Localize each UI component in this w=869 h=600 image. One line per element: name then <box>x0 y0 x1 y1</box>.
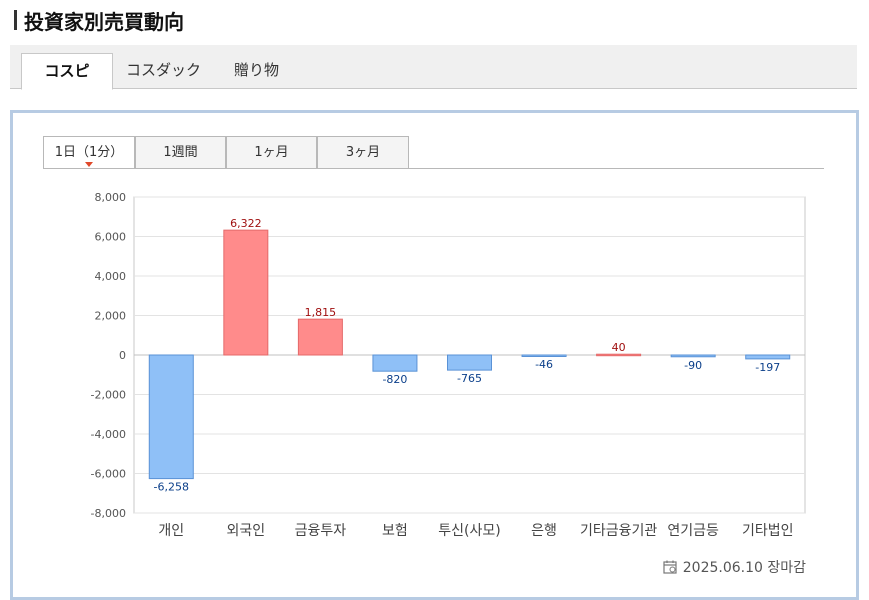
x-tick-label: 은행 <box>531 523 557 539</box>
x-tick-label: 보험 <box>382 523 408 539</box>
calendar-icon <box>663 560 677 574</box>
bar-value-label: 40 <box>612 341 626 354</box>
bar <box>670 354 716 358</box>
bar <box>521 354 567 357</box>
period-tab-1week[interactable]: 1週間 <box>135 136 226 169</box>
bar <box>148 354 194 480</box>
bar-value-label: -820 <box>382 373 407 386</box>
page-title: 投資家別売買動向 <box>24 10 184 34</box>
bar-value-label: -6,258 <box>154 481 189 494</box>
period-tab-3month[interactable]: 3ヶ月 <box>317 136 409 169</box>
bar-value-label: -90 <box>684 359 702 372</box>
bar-value-label: -46 <box>535 358 553 371</box>
bar <box>745 354 791 360</box>
market-close-date: 2025.06.10 장마감 <box>682 560 806 576</box>
title-accent-bar <box>14 10 17 30</box>
market-close-status: 2025.06.10 장마감 <box>663 557 806 577</box>
x-tick-label: 개인 <box>158 523 184 539</box>
bar-value-label: 6,322 <box>230 217 262 230</box>
y-tick-label: 0 <box>119 349 126 362</box>
x-tick-label: 금융투자 <box>295 523 347 539</box>
y-tick-label: 8,000 <box>95 191 127 204</box>
bar-value-label: -197 <box>755 361 780 374</box>
bar <box>596 353 642 357</box>
market-tabstrip: コスピ コスダック 贈り物 <box>10 45 857 90</box>
bar <box>372 354 418 372</box>
active-period-marker <box>85 162 93 167</box>
x-tick-label: 기타법인 <box>742 523 794 539</box>
y-tick-label: -8,000 <box>91 507 126 520</box>
y-tick-label: 4,000 <box>95 270 127 283</box>
x-tick-label: 투신(사모) <box>438 523 500 539</box>
tab-gift[interactable]: 贈り物 <box>234 61 280 79</box>
bar <box>297 318 343 356</box>
x-tick-label: 외국인 <box>227 523 266 539</box>
y-tick-label: -4,000 <box>91 428 126 441</box>
x-tick-label: 기타금융기관 <box>580 523 657 539</box>
y-tick-label: 6,000 <box>95 231 127 244</box>
y-tick-label: 2,000 <box>95 310 127 323</box>
x-tick-label: 연기금등 <box>667 523 719 539</box>
period-tab-1day[interactable]: 1日（1分） <box>43 136 135 169</box>
tab-kospi[interactable]: コスピ <box>21 53 113 90</box>
bar-value-label: -765 <box>457 372 482 385</box>
y-tick-label: -6,000 <box>91 468 126 481</box>
bar <box>447 354 492 371</box>
bar-value-label: 1,815 <box>305 306 337 319</box>
tab-kosdaq[interactable]: コスダック <box>126 61 202 79</box>
y-tick-label: -2,000 <box>91 389 126 402</box>
bar <box>223 229 269 356</box>
period-tab-underline <box>43 168 824 169</box>
period-tab-1month[interactable]: 1ヶ月 <box>226 136 317 169</box>
